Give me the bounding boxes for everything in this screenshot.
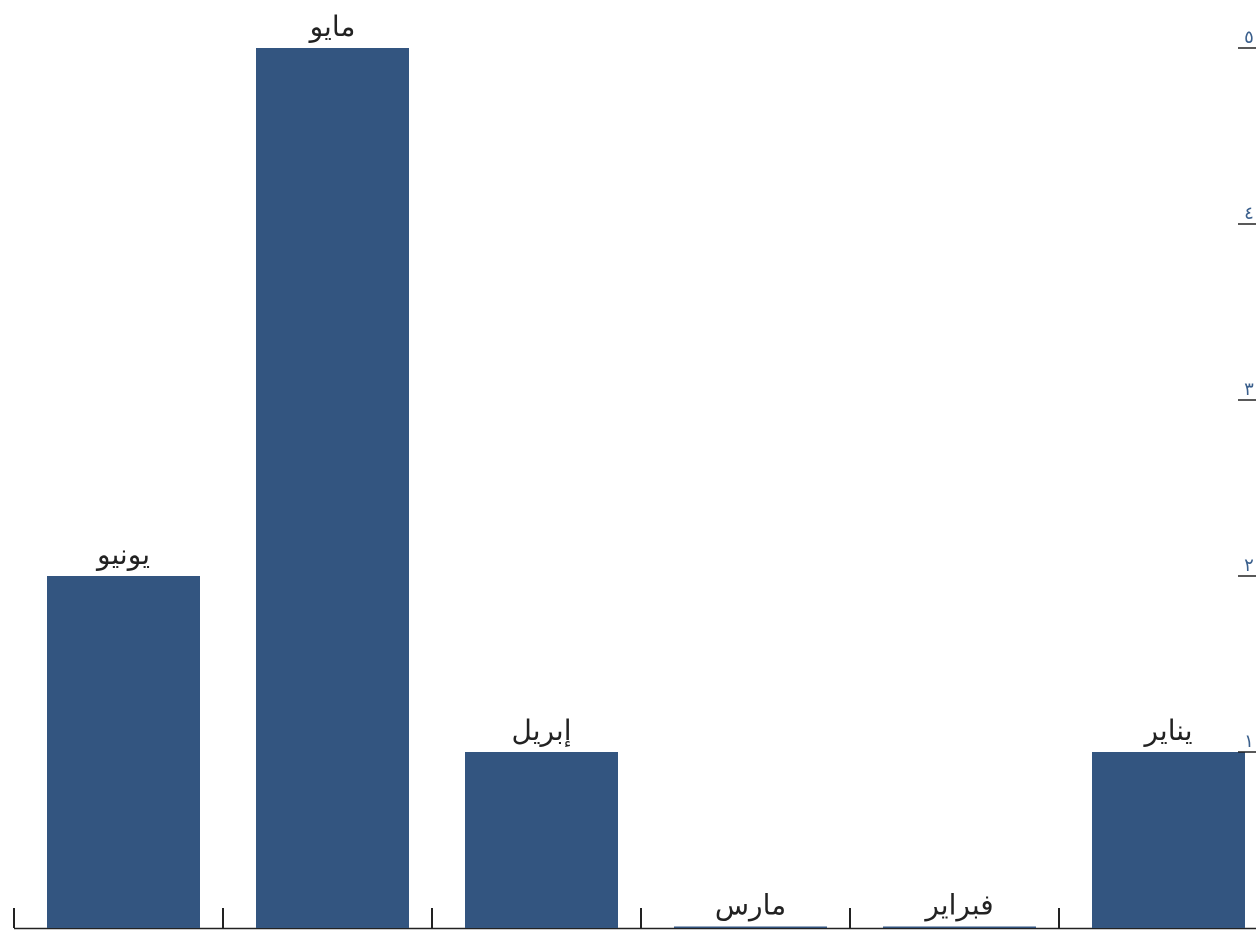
- bar-label: مارس: [715, 889, 786, 922]
- y-tick-label: ١: [1244, 731, 1254, 752]
- bar-label: إبريل: [511, 714, 571, 747]
- bar: [47, 576, 200, 928]
- y-tick-label: ٤: [1244, 203, 1254, 224]
- y-tick-label: ٢: [1244, 555, 1254, 576]
- bar-label: مايو: [308, 10, 356, 43]
- bar: [465, 752, 618, 928]
- bar-label: فبراير: [923, 889, 993, 922]
- bar: [1092, 752, 1245, 928]
- y-tick-label: ٥: [1244, 27, 1254, 48]
- bar: [883, 926, 1036, 928]
- bar: [674, 926, 827, 928]
- bar-label: يونيو: [95, 538, 150, 571]
- bar: [256, 48, 409, 928]
- bar-label: يناير: [1142, 714, 1192, 747]
- y-tick-label: ٣: [1244, 379, 1254, 400]
